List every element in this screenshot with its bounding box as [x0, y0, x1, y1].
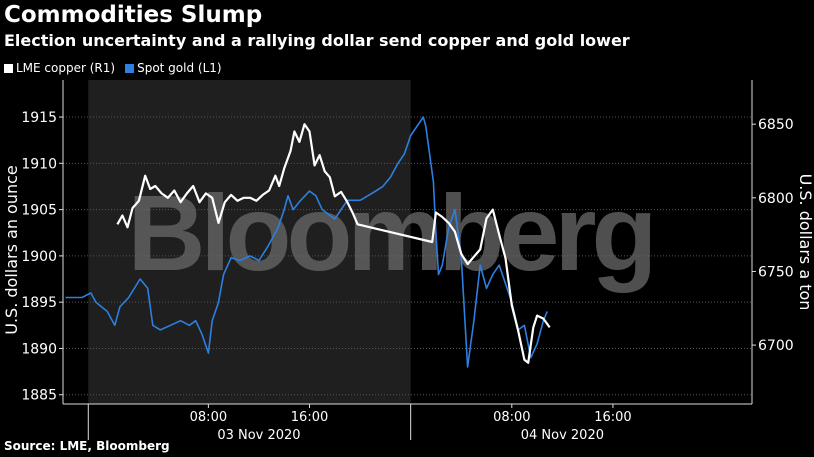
legend-item-gold: Spot gold (L1)	[125, 61, 222, 75]
x-tick-label-2: 08:00	[493, 410, 530, 425]
grid-lines	[63, 116, 752, 396]
left-tick-label-1915: 1915	[21, 110, 57, 126]
right-axis-title: U.S. dollars a ton	[796, 174, 814, 311]
chart-subtitle: Election uncertainty and a rallying doll…	[4, 31, 630, 50]
left-tick-label-1890: 1890	[21, 341, 57, 357]
x-tick-label-1: 16:00	[291, 410, 328, 425]
series-line-copper	[116, 123, 551, 364]
right-tick-label-6700: 6700	[758, 338, 794, 354]
axes: 1885 1890 1895 1900 1905 1910 1915 6700 6750 6800…	[2, 80, 814, 443]
legend-swatch-copper	[4, 63, 13, 73]
legend: LME copper (R1) Spot gold (L1)	[4, 61, 222, 75]
right-tick-label-6800: 6800	[758, 191, 794, 207]
chart-shaded-region	[88, 80, 411, 404]
left-tick-label-1900: 1900	[21, 249, 57, 265]
left-tick-label-1905: 1905	[21, 203, 57, 219]
left-tick-label-1885: 1885	[21, 388, 57, 404]
series-line-gold	[65, 116, 548, 368]
left-axis-title: U.S. dollars an ounce	[2, 165, 21, 335]
right-tick-label-6850: 6850	[758, 117, 794, 133]
right-tick-label-6750: 6750	[758, 264, 794, 280]
legend-label-gold: Spot gold (L1)	[137, 61, 222, 75]
series-lines	[65, 116, 551, 368]
legend-item-copper: LME copper (R1)	[4, 61, 115, 75]
day-label-1: 04 Nov 2020	[521, 428, 604, 443]
left-tick-label-1910: 1910	[21, 156, 57, 172]
day-label-0: 03 Nov 2020	[217, 428, 300, 443]
chart-title: Commodities Slump	[4, 2, 263, 28]
legend-label-copper: LME copper (R1)	[16, 61, 116, 75]
legend-swatch-gold	[125, 63, 135, 73]
x-tick-label-3: 16:00	[594, 410, 631, 425]
x-tick-label-0: 08:00	[190, 410, 227, 425]
left-tick-label-1895: 1895	[21, 295, 57, 311]
source-note: Source: LME, Bloomberg	[4, 439, 170, 453]
